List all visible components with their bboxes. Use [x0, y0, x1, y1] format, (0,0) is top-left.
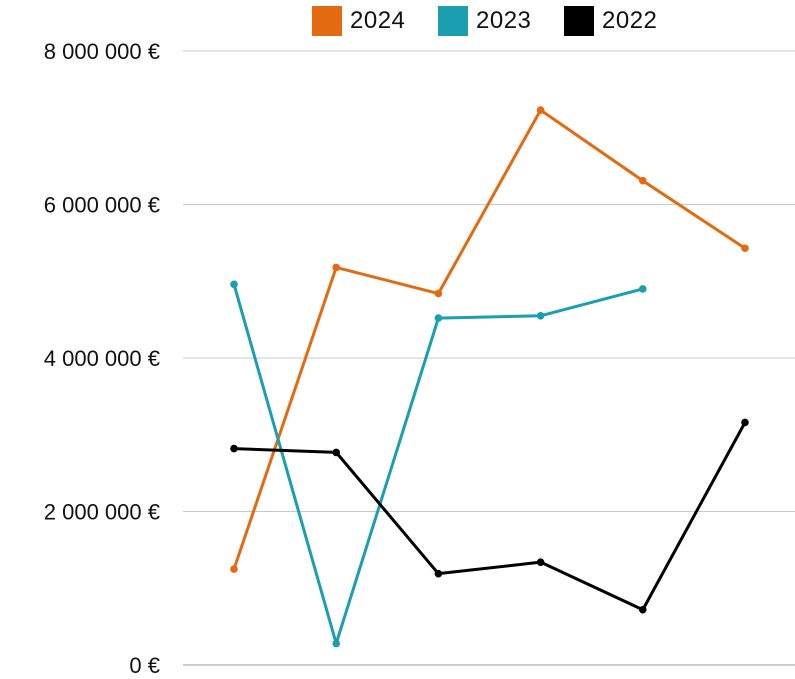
y-tick-label: 8 000 000 € — [44, 39, 160, 64]
series-lines — [230, 106, 749, 648]
data-point-2023-2[interactable] — [332, 639, 341, 648]
series-2024 — [230, 106, 749, 573]
data-point-2023-4[interactable] — [536, 311, 545, 320]
gridlines — [183, 50, 795, 666]
y-axis-ticks: 0 € 2 000 000 € 4 000 000 € 6 000 000 € 8 00… — [44, 39, 160, 678]
data-point-2024-3[interactable] — [434, 289, 443, 298]
y-tick-label: 4 000 000 € — [44, 346, 160, 371]
data-point-2023-5[interactable] — [639, 285, 647, 293]
legend-swatch-2023 — [438, 6, 468, 36]
legend-swatch-2022 — [564, 6, 594, 36]
data-point-2023-1[interactable] — [230, 280, 238, 289]
legend-label-2023: 2023 — [476, 7, 532, 34]
data-point-2024-6[interactable] — [741, 244, 749, 253]
series-line-2022 — [233, 421, 747, 612]
legend-item-2022[interactable]: 2022 — [564, 4, 657, 38]
series-2022 — [230, 418, 749, 614]
data-point-2022-6[interactable] — [741, 418, 749, 427]
legend-swatch-2024 — [312, 6, 342, 36]
data-point-2024-5[interactable] — [639, 176, 647, 185]
legend-label-2022: 2022 — [602, 7, 658, 34]
data-point-2022-4[interactable] — [536, 558, 545, 566]
data-point-2022-2[interactable] — [332, 448, 341, 457]
data-point-2022-1[interactable] — [230, 444, 238, 453]
legend-label-2024: 2024 — [350, 7, 406, 34]
legend-item-2024[interactable]: 2024 — [312, 4, 405, 38]
data-point-2023-3[interactable] — [434, 314, 443, 322]
series-line-2023 — [232, 283, 644, 646]
data-point-2024-2[interactable] — [332, 263, 341, 272]
series-2023 — [230, 280, 647, 648]
y-tick-label: 2 000 000 € — [44, 500, 160, 525]
legend-item-2023[interactable]: 2023 — [438, 4, 531, 38]
data-point-2022-3[interactable] — [434, 569, 443, 578]
legend: 2024 2023 2022 — [0, 4, 795, 38]
data-point-2024-1[interactable] — [230, 565, 238, 573]
y-tick-label: 6 000 000 € — [44, 193, 160, 218]
data-point-2022-5[interactable] — [639, 605, 647, 614]
data-point-2024-4[interactable] — [536, 106, 545, 114]
y-tick-label: 0 € — [129, 653, 160, 678]
series-line-2024 — [232, 108, 746, 570]
